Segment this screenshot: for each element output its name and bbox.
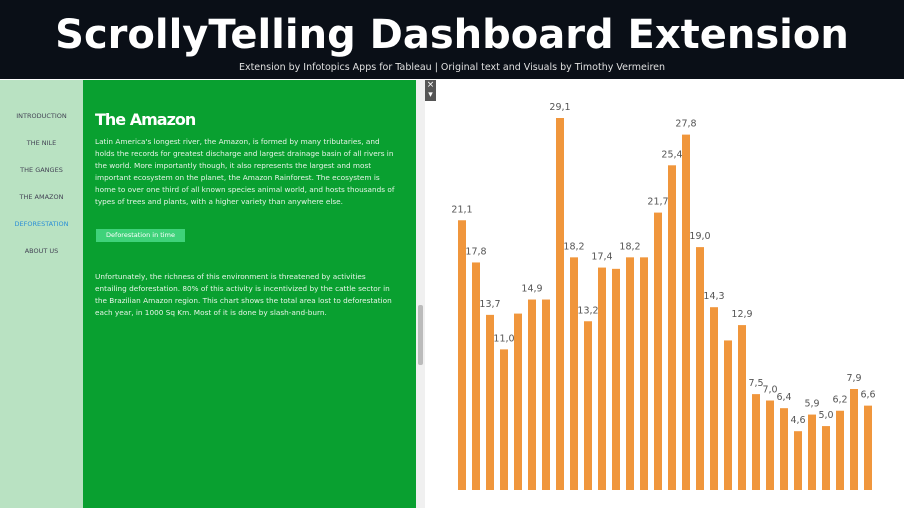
bar xyxy=(724,340,732,490)
data-label: 7,0 xyxy=(762,385,777,396)
data-label: 7,9 xyxy=(846,373,861,384)
paragraph: Latin America's longest river, the Amazo… xyxy=(95,137,395,206)
bar xyxy=(668,165,676,491)
data-label: 13,2 xyxy=(577,305,598,316)
data-label: 29,1 xyxy=(549,102,570,113)
header: ScrollyTelling Dashboard Extension Exten… xyxy=(0,0,904,79)
bar xyxy=(570,257,578,490)
bar xyxy=(654,212,662,490)
nav-item[interactable]: THE GANGES xyxy=(20,166,63,174)
data-label: 17,4 xyxy=(591,252,612,263)
bar xyxy=(612,268,620,490)
bar xyxy=(822,426,830,490)
data-label: 18,2 xyxy=(619,241,640,252)
data-label: 27,8 xyxy=(675,119,696,130)
bar xyxy=(836,410,844,490)
data-label: 5,0 xyxy=(818,410,833,421)
bar xyxy=(752,394,760,490)
subtitle: Extension by Infotopics Apps for Tableau… xyxy=(238,62,666,73)
data-label: 19,0 xyxy=(689,231,710,242)
bar xyxy=(794,431,802,490)
data-label: 5,9 xyxy=(804,399,819,410)
bar xyxy=(682,134,690,490)
scrollbar[interactable] xyxy=(416,80,425,508)
nav-item[interactable]: ABOUT US xyxy=(24,247,59,255)
story-panel: The Amazon Latin America's longest river… xyxy=(83,80,416,508)
data-label: 11,0 xyxy=(493,333,514,344)
nav: INTRODUCTION THE NILE THE GANGES THE AMAZON… xyxy=(0,80,85,508)
bar xyxy=(514,313,522,490)
bar xyxy=(598,267,606,490)
scroll-thumb[interactable] xyxy=(418,305,423,365)
data-label: 6,2 xyxy=(832,395,847,406)
data-label: 6,4 xyxy=(776,392,791,403)
heading: The Amazon xyxy=(95,110,196,129)
bar xyxy=(486,314,494,490)
bar xyxy=(542,299,550,490)
data-label: 21,1 xyxy=(451,204,472,215)
data-label: 25,4 xyxy=(661,149,682,160)
bar xyxy=(864,405,872,490)
data-label: 14,3 xyxy=(703,291,724,302)
data-label: 7,5 xyxy=(748,378,763,389)
data-label: 17,8 xyxy=(465,246,486,257)
bar xyxy=(710,307,718,490)
bar xyxy=(626,257,634,490)
nav-item[interactable]: INTRODUCTION xyxy=(16,112,67,120)
bar xyxy=(850,389,858,490)
bar xyxy=(472,262,480,490)
bar xyxy=(808,414,816,490)
nav-item[interactable]: THE AMAZON xyxy=(19,193,64,201)
bar xyxy=(696,247,704,490)
data-label: 4,6 xyxy=(790,415,805,426)
nav-item[interactable]: DEFORESTATION xyxy=(0,215,85,233)
data-label: 18,2 xyxy=(563,241,584,252)
bar xyxy=(458,220,466,490)
data-label: 6,6 xyxy=(860,390,875,401)
nav-item[interactable]: THE NILE xyxy=(26,139,57,147)
bar xyxy=(640,257,648,490)
data-label: 21,7 xyxy=(647,197,668,208)
title: ScrollyTelling Dashboard Extension xyxy=(55,12,849,58)
data-label: 14,9 xyxy=(521,284,542,295)
bar xyxy=(584,321,592,490)
bar xyxy=(500,349,508,490)
bar xyxy=(528,299,536,490)
chart: 21,1 17,8 13,7 11,0 14,9 29,1 18,2 13,2 17,4 18,2… xyxy=(451,102,876,491)
bar xyxy=(766,400,774,490)
bar xyxy=(780,408,788,490)
close-button[interactable]: × ▾ xyxy=(425,80,436,101)
data-label: 13,7 xyxy=(479,299,500,310)
bar xyxy=(556,118,564,490)
bar xyxy=(738,325,746,490)
paragraph: Unfortunately, the richness of this envi… xyxy=(95,272,392,317)
button[interactable]: Deforestation in time xyxy=(96,229,185,242)
data-label: 12,9 xyxy=(731,309,752,320)
